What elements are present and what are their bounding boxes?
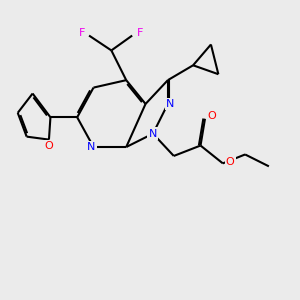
Text: N: N <box>87 142 95 152</box>
Text: O: O <box>45 141 53 151</box>
Text: N: N <box>149 129 157 139</box>
Text: N: N <box>166 99 174 109</box>
Text: O: O <box>207 111 216 121</box>
Text: O: O <box>226 157 235 167</box>
Text: F: F <box>79 28 85 38</box>
Text: F: F <box>136 28 143 38</box>
